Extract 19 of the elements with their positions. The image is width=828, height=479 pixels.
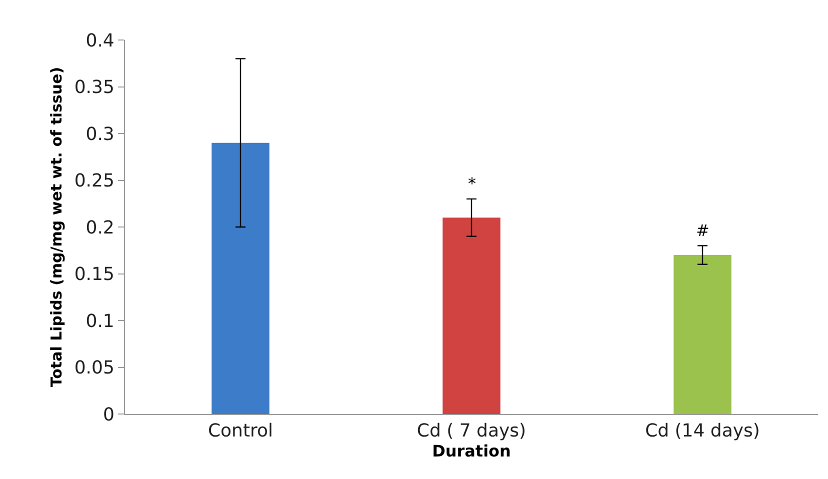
bar — [674, 255, 732, 414]
y-tick-label: 0 — [102, 404, 114, 426]
y-tick-label: 0.2 — [86, 217, 114, 238]
bar — [442, 218, 500, 414]
x-tick-label: Cd ( 7 days) — [416, 420, 526, 442]
y-tick-label: 0.05 — [74, 358, 114, 379]
y-tick-label: 0.25 — [74, 170, 114, 192]
annotation: * — [468, 174, 476, 193]
y-axis-title: Total Lipids (mg/mg wet wt. of tissue) — [48, 66, 66, 388]
y-tick-label: 0.4 — [86, 30, 114, 52]
y-tick-label: 0.1 — [86, 310, 114, 332]
bar — [212, 142, 270, 414]
y-tick-label: 0.3 — [86, 124, 114, 145]
y-tick-label: 0.35 — [74, 77, 114, 98]
y-tick-label: 0.15 — [74, 264, 114, 286]
annotation: # — [696, 221, 710, 240]
x-tick-label: Control — [208, 420, 274, 442]
x-axis-title: Duration — [432, 442, 511, 461]
x-tick-label: Cd (14 days) — [645, 420, 760, 442]
